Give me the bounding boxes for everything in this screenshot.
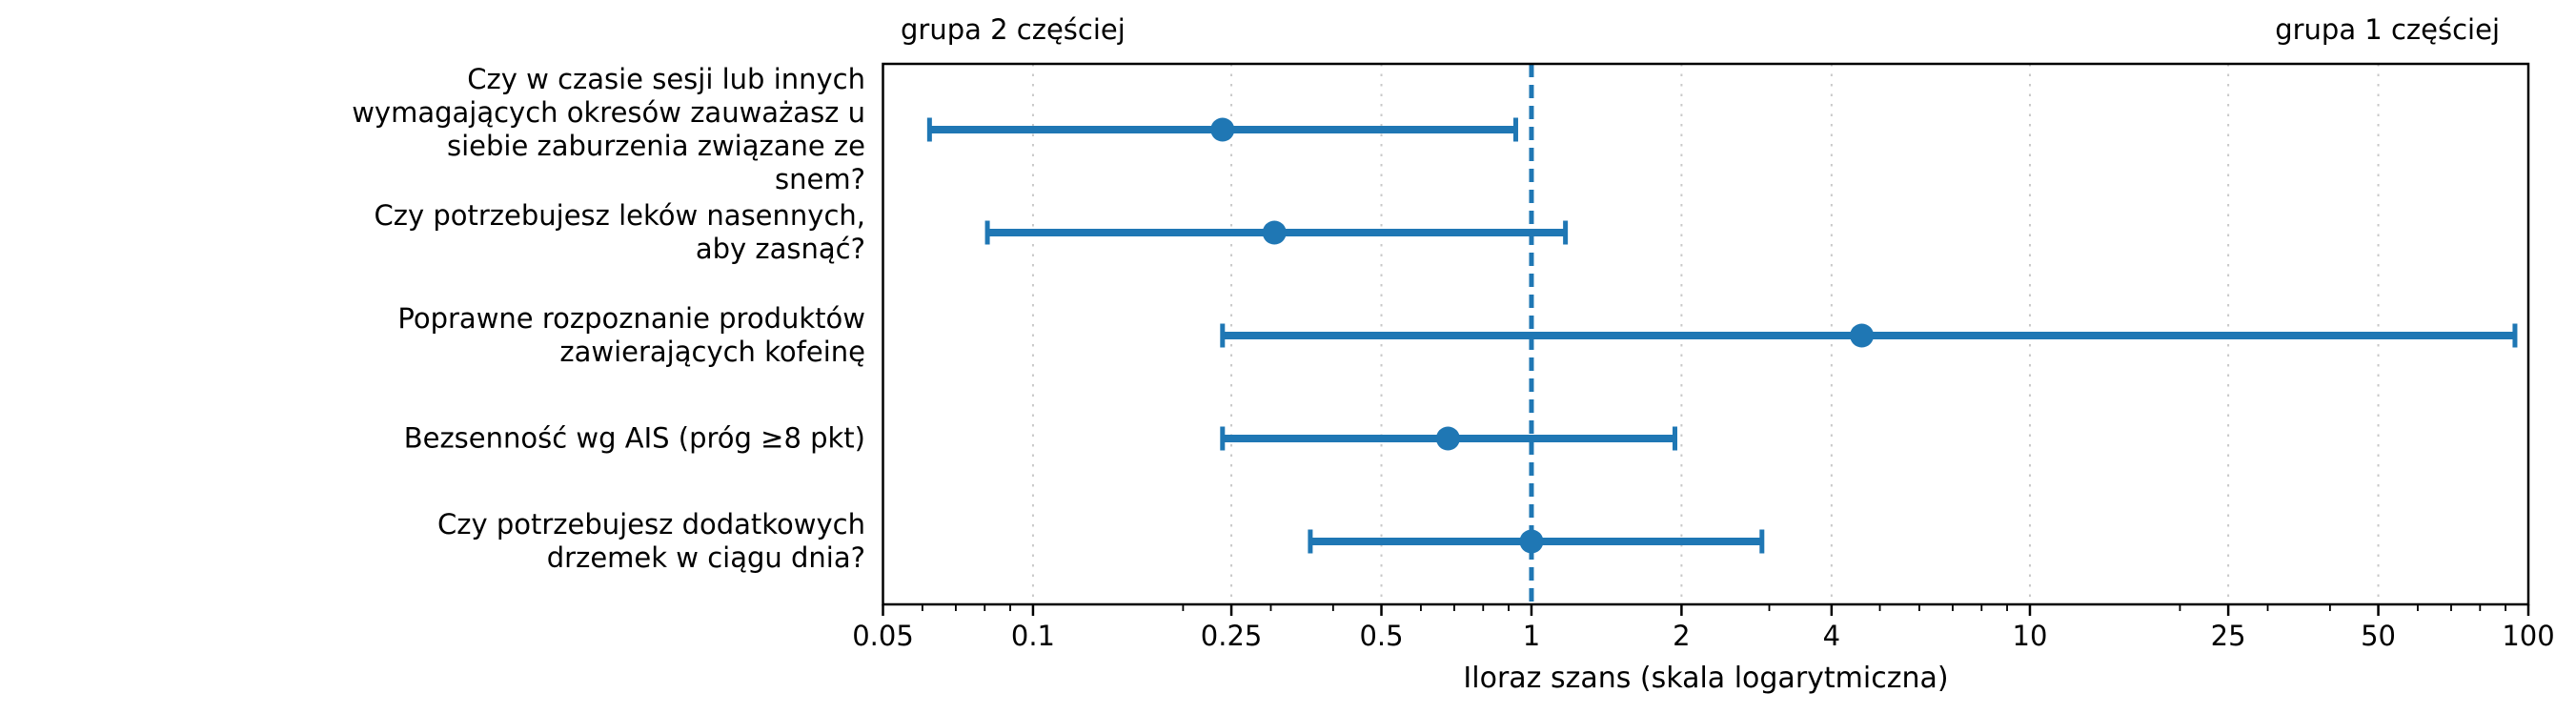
annotation-group2-more: grupa 2 częściej bbox=[901, 13, 1126, 46]
category-label: Czy w czasie sesji lub innych wymagający… bbox=[352, 63, 865, 195]
x-tick-label: 0.1 bbox=[1010, 620, 1055, 652]
x-tick-label: 0.5 bbox=[1359, 620, 1404, 652]
x-tick-label: 0.05 bbox=[852, 620, 914, 652]
or-point bbox=[1519, 529, 1544, 554]
category-label: Poprawne rozpoznanie produktów zawierają… bbox=[397, 302, 865, 368]
x-axis-title: Iloraz szans (skala logarytmiczna) bbox=[1463, 662, 1949, 695]
annotation-group1-more: grupa 1 częściej bbox=[2275, 13, 2500, 46]
or-point bbox=[1210, 117, 1235, 142]
plot-box bbox=[882, 62, 2530, 606]
x-tick-label: 0.25 bbox=[1200, 620, 1263, 652]
x-tick-label: 25 bbox=[2210, 620, 2246, 652]
x-tick-label: 50 bbox=[2361, 620, 2396, 652]
x-tick-label: 1 bbox=[1522, 620, 1541, 652]
or-point bbox=[1435, 426, 1460, 451]
category-label: Czy potrzebujesz leków nasennych, aby za… bbox=[374, 199, 865, 265]
x-tick-label: 2 bbox=[1673, 620, 1691, 652]
category-label: Czy potrzebujesz dodatkowych drzemek w c… bbox=[436, 508, 865, 574]
x-tick-label: 100 bbox=[2502, 620, 2555, 652]
or-point bbox=[1262, 220, 1287, 245]
category-label: Bezsenność wg AIS (próg ≥8 pkt) bbox=[403, 421, 865, 455]
x-tick-label: 4 bbox=[1822, 620, 1841, 652]
or-point bbox=[1850, 323, 1875, 348]
x-tick-label: 10 bbox=[2012, 620, 2048, 652]
